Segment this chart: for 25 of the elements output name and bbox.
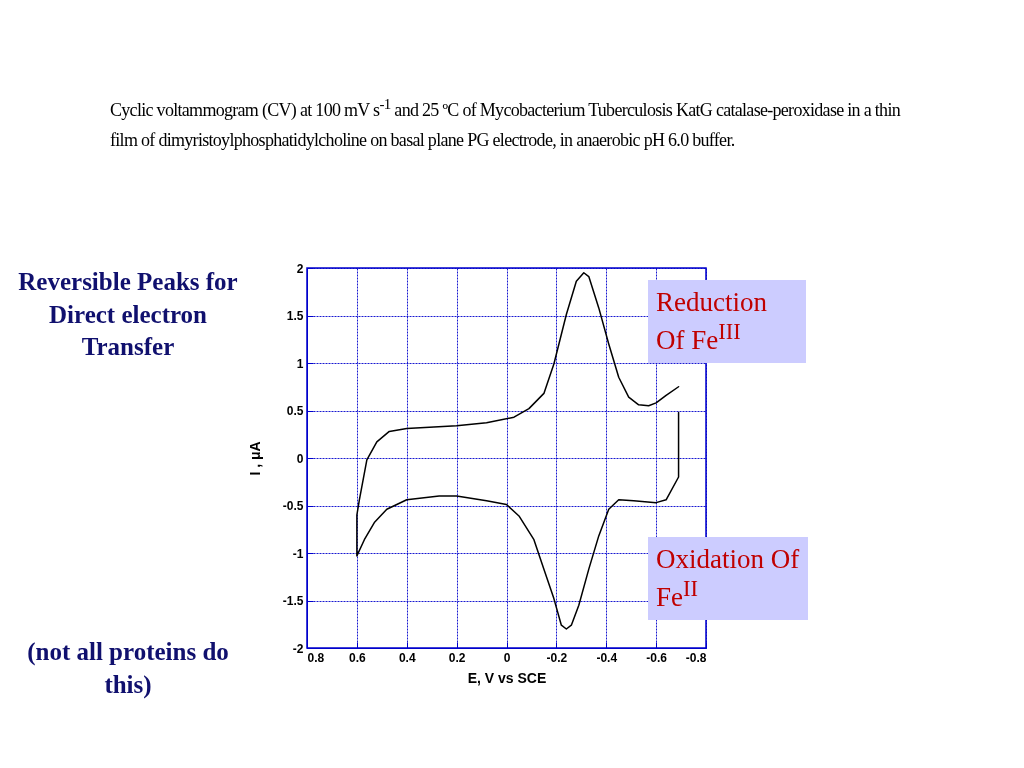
x-tick-label: 0.4	[398, 650, 416, 665]
y-tick-label: -0.5	[282, 499, 304, 513]
annotation: Oxidation Of Fe$^{II}$	[648, 537, 808, 620]
y-tick-label: 0.5	[286, 404, 304, 418]
y-tick-label: 0	[296, 451, 304, 466]
y-tick-label: -1.5	[282, 594, 304, 608]
x-tick-label: 0.6	[349, 650, 367, 665]
x-tick-label: 0.8	[307, 650, 325, 665]
y-tick-label: 2	[296, 261, 304, 276]
text: Reversible Peaks for Direct electron Transfer	[18, 267, 238, 362]
text: (not all proteins do this)	[26, 637, 230, 701]
x-tick-label: -0.4	[596, 650, 618, 665]
y-tick-label: -2	[292, 641, 304, 656]
annotation: Reduction Of Fe$^{III}$	[648, 280, 806, 363]
x-tick-label: -0.8	[685, 650, 707, 665]
y-tick-label: 1	[296, 356, 304, 371]
x-axis-title: E, V vs SCE	[467, 669, 547, 686]
x-tick-label: 0	[503, 650, 511, 665]
y-tick-label: 1.5	[286, 309, 304, 323]
y-axis-title: I , μA	[246, 441, 263, 476]
x-tick-label: -0.6	[646, 650, 668, 665]
x-tick-label: -0.2	[546, 650, 568, 665]
x-tick-label: 0.2	[448, 650, 466, 665]
y-tick-label: -1	[292, 546, 304, 561]
chart-title: Cyclic voltammogram (CV) at 100 mV s$^{-1}$ and 25 ºC of Mycobacterium Tuberculosis KatG catalase-peroxidase in a thin film of dimyristoylphosphatidylcholine on basal plane PG electrode, in anaerobic pH 6.0 buffer.	[110, 95, 900, 152]
